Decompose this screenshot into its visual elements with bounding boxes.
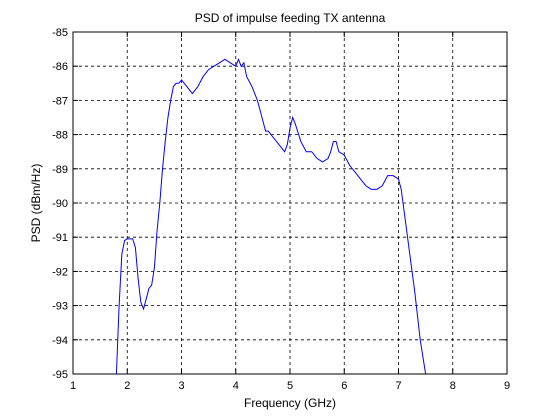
y-tick-label: -92	[52, 266, 68, 278]
y-tick-label: -93	[52, 301, 68, 313]
y-tick-label: -91	[52, 232, 68, 244]
series-line	[115, 58, 427, 375]
y-tick-label: -89	[52, 164, 68, 176]
x-tick-label: 2	[124, 380, 130, 392]
x-tick-label: 5	[287, 380, 293, 392]
chart-title: PSD of impulse feeding TX antenna	[195, 11, 386, 25]
x-tick-label: 8	[450, 380, 456, 392]
x-tick-label: 4	[233, 380, 239, 392]
x-tick-label: 9	[504, 380, 510, 392]
x-tick-label: 3	[178, 380, 184, 392]
x-tick-label: 7	[395, 380, 401, 392]
y-tick-label: -88	[52, 130, 68, 142]
x-axis-label: Frequency (GHz)	[244, 396, 336, 410]
y-tick-label: -90	[52, 198, 68, 210]
x-tick-label: 1	[70, 380, 76, 392]
y-tick-label: -86	[52, 61, 68, 73]
y-axis-label: PSD (dBm/Hz)	[29, 164, 43, 243]
y-tick-label: -87	[52, 95, 68, 107]
axis-ticks: 1 2 3 4 5 6 7 8 9 -85 -86 -87 -88 -89 -90 -91 -92 -93 -94 -…	[52, 27, 510, 392]
y-tick-label: -95	[52, 369, 68, 381]
x-tick-label: 6	[341, 380, 347, 392]
grid-lines	[73, 32, 507, 374]
y-tick-label: -94	[52, 335, 68, 347]
y-tick-label: -85	[52, 27, 68, 39]
